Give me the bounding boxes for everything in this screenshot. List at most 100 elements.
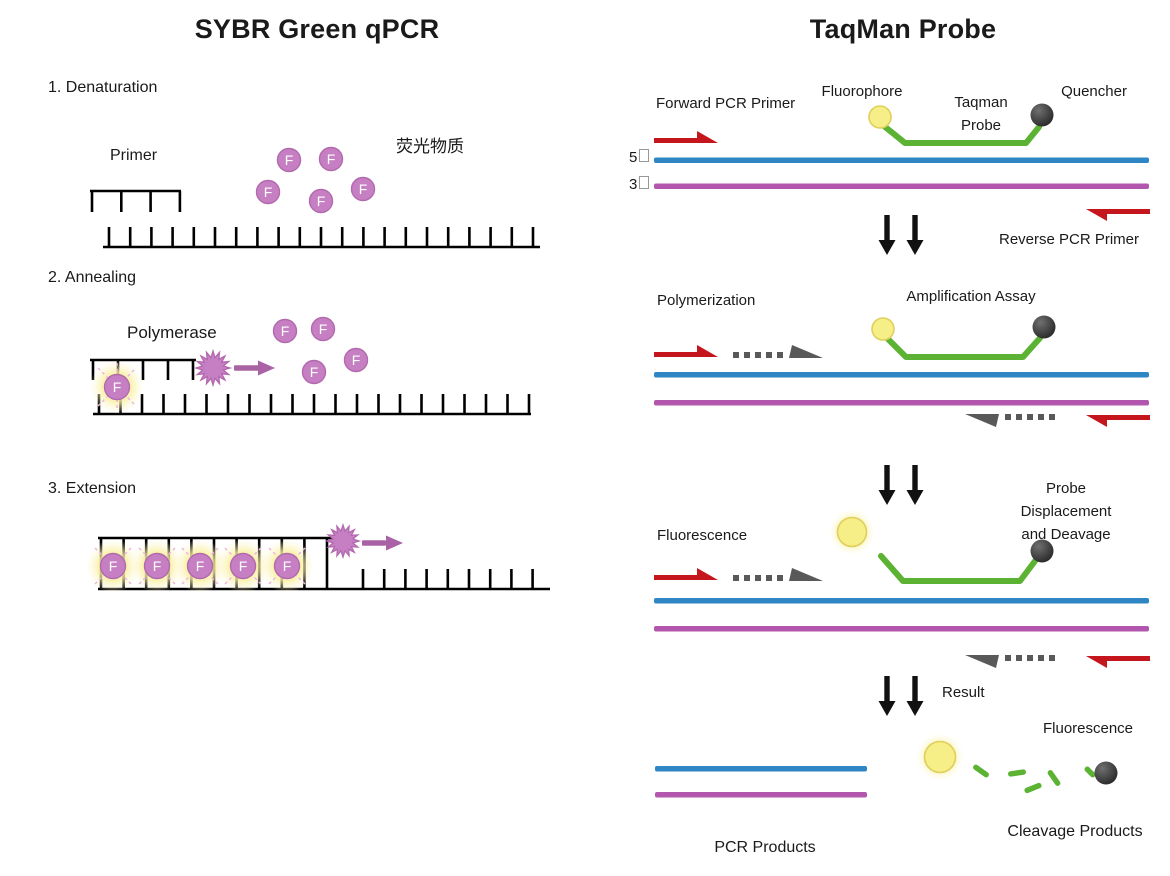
fluorophore	[871, 317, 895, 341]
probe-displacement-line1: Probe Displacement	[1020, 480, 1112, 520]
probe-displacement-label: Probe Displacement and Deavage	[1014, 477, 1118, 546]
pcr-product-antisense	[655, 792, 867, 798]
synthesis-arrow	[234, 360, 275, 376]
quencher-label: Quencher	[1061, 83, 1127, 100]
polymerization-label: Polymerization	[657, 292, 756, 309]
polymerization-arrow-reverse	[965, 414, 1055, 427]
missing-glyph-box	[639, 176, 650, 189]
forward-primer-arrow	[654, 345, 718, 357]
fluorescence-result-label: Fluorescence	[1042, 720, 1134, 737]
dye-label: 荧光物质	[396, 137, 464, 156]
five-prime-number: 5	[629, 149, 638, 166]
svg-text:F: F	[327, 151, 336, 167]
free-dye-molecules: F F F F	[272, 316, 369, 385]
bound-dye-glowing: F	[173, 539, 227, 593]
fluorophore	[868, 105, 892, 129]
svg-text:F: F	[196, 558, 205, 574]
polymerization-arrow-reverse	[965, 655, 1055, 668]
dye-f: F	[343, 347, 369, 373]
forward-primer-label: Forward PCR Primer	[656, 95, 796, 112]
cleavage-products-label: Cleavage Products	[1007, 823, 1143, 840]
template-strand	[103, 227, 540, 249]
probe-displacement-line2: and Deavage	[1021, 526, 1111, 543]
svg-text:F: F	[283, 558, 292, 574]
primer	[90, 189, 182, 212]
free-fluorophore-glowing	[916, 733, 964, 781]
bound-dye-glowing: F	[216, 539, 270, 593]
quencher	[1032, 315, 1056, 339]
missing-glyph-box	[639, 149, 650, 162]
dye-f: F	[310, 316, 336, 342]
result-label: Result	[942, 684, 985, 701]
svg-text:F: F	[285, 152, 294, 168]
fluorescence-label: Fluorescence	[657, 527, 748, 544]
svg-text:F: F	[317, 193, 326, 209]
svg-text:F: F	[113, 379, 122, 395]
pcr-products-label: PCR Products	[714, 839, 816, 856]
dye-f: F	[272, 318, 298, 344]
sybr-dye-molecules: F F F F F	[255, 146, 376, 214]
quencher	[1030, 103, 1054, 127]
denaturation-arrows	[878, 465, 924, 505]
svg-text:F: F	[109, 558, 118, 574]
displaced-probe	[878, 539, 1054, 584]
bound-dye-glowing: F	[90, 360, 144, 414]
taqman-probe	[871, 315, 1056, 360]
antisense-strand	[654, 400, 1149, 406]
taqman-probe-label: Taqman Probe	[954, 91, 1007, 137]
taqman-probe	[868, 103, 1054, 146]
dye-f: F	[308, 188, 334, 214]
synthesis-arrow	[362, 535, 403, 551]
polymerase-label: Polymerase	[127, 323, 217, 342]
dye-f: F	[318, 146, 344, 172]
bound-dye-glowing: F	[130, 539, 184, 593]
step-denaturation: 1. Denaturation	[48, 79, 158, 96]
polymerase-starburst	[193, 348, 233, 388]
bound-dye-glowing: F	[260, 539, 314, 593]
antisense-strand	[654, 626, 1149, 632]
svg-text:F: F	[319, 321, 328, 337]
step-annealing: 2. Annealing	[48, 269, 137, 286]
polymerization-arrow	[733, 345, 823, 358]
fluorophore-label: Fluorophore	[821, 83, 903, 100]
reverse-primer-arrow	[1086, 656, 1150, 668]
five-prime-label: 5	[629, 149, 650, 168]
result-arrows	[878, 676, 924, 716]
taqman-title: TaqMan Probe	[809, 14, 997, 44]
primer-label: Primer	[110, 147, 158, 164]
svg-text:F: F	[264, 184, 273, 200]
denaturation-arrows	[878, 215, 924, 255]
three-prime-number: 3	[629, 176, 638, 193]
quencher	[1094, 761, 1118, 785]
template-strand	[98, 569, 550, 591]
reverse-primer-label: Reverse PCR Primer	[998, 231, 1140, 248]
dye-f: F	[276, 147, 302, 173]
taqman-probe-label-line1: Taqman	[954, 94, 1008, 111]
bound-dye-glowing: F	[86, 539, 140, 593]
polymerization-arrow	[733, 568, 823, 581]
intercalated-dyes-glowing: F F F F F	[86, 539, 314, 593]
amplification-assay-label: Amplification Assay	[906, 288, 1036, 305]
reverse-primer-arrow	[1086, 209, 1150, 221]
sense-strand	[654, 598, 1149, 604]
quencher	[1030, 539, 1054, 563]
released-fluorophore-glowing	[829, 509, 875, 555]
taqman-probe-label-line2: Probe	[960, 117, 1002, 134]
template-strand	[93, 394, 531, 416]
sense-strand	[654, 157, 1149, 163]
cleaved-probe-fragments	[973, 764, 1096, 794]
forward-primer-arrow	[654, 568, 718, 580]
dye-f: F	[301, 359, 327, 385]
sense-strand	[654, 372, 1149, 378]
dye-f: F	[350, 176, 376, 202]
svg-text:F: F	[310, 364, 319, 380]
reverse-primer-arrow	[1086, 415, 1150, 427]
polymerase-starburst	[324, 522, 362, 560]
pcr-product-sense	[655, 766, 867, 772]
dye-f: F	[255, 179, 281, 205]
svg-text:F: F	[153, 558, 162, 574]
sybr-title: SYBR Green qPCR	[194, 14, 440, 44]
three-prime-label: 3	[629, 176, 650, 195]
